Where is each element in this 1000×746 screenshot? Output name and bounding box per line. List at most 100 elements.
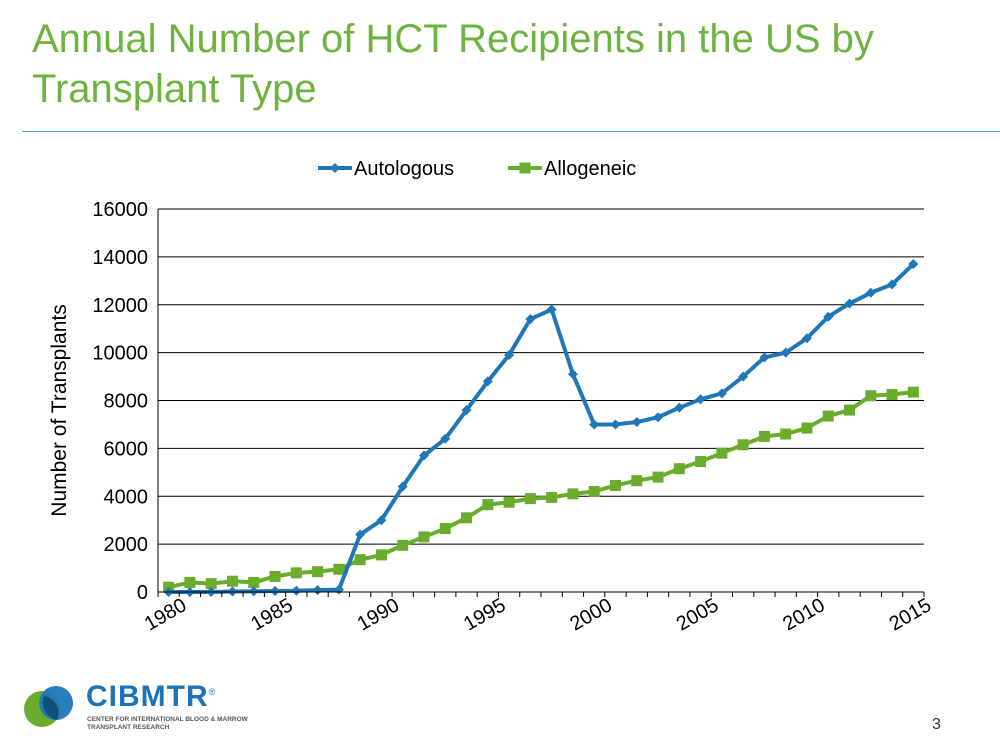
data-point-autologous <box>525 314 536 325</box>
y-tick-label: 16000 <box>92 199 148 221</box>
cibmtr-logo-mark <box>24 686 73 727</box>
series-autologous <box>163 259 919 597</box>
data-point-allogeneic <box>397 539 409 551</box>
legend: Autologous Allogeneic <box>318 158 636 180</box>
data-point-autologous <box>589 419 600 430</box>
data-point-allogeneic <box>822 410 834 422</box>
logo-subtitle: CENTER FOR INTERNATIONAL BLOOD & MARROW … <box>87 716 248 731</box>
x-tick-label: 2005 <box>673 594 723 635</box>
data-point-autologous <box>333 584 344 595</box>
title-divider <box>22 131 1000 132</box>
data-point-autologous <box>801 333 812 344</box>
data-point-allogeneic <box>354 554 366 566</box>
data-point-autologous <box>823 311 834 322</box>
slide-title: Annual Number of HCT Recipients in the U… <box>32 17 874 111</box>
x-tick-label: 1990 <box>354 594 404 635</box>
data-point-autologous <box>461 405 472 416</box>
y-tick-label: 12000 <box>92 295 148 317</box>
data-point-autologous <box>759 352 770 363</box>
data-point-allogeneic <box>844 404 856 416</box>
data-point-autologous <box>270 586 281 597</box>
data-point-autologous <box>610 419 621 430</box>
data-point-allogeneic <box>609 479 621 491</box>
data-point-autologous <box>738 371 749 382</box>
data-point-autologous <box>695 394 706 405</box>
legend-label: Autologous <box>354 158 454 180</box>
data-point-allogeneic <box>333 563 345 575</box>
data-point-allogeneic <box>716 447 728 459</box>
series-allogeneic <box>163 386 919 593</box>
data-point-autologous <box>440 433 451 444</box>
data-point-allogeneic <box>865 390 877 402</box>
data-point-allogeneic <box>482 499 494 511</box>
data-point-allogeneic <box>546 491 558 503</box>
data-point-allogeneic <box>567 488 579 500</box>
data-point-allogeneic <box>652 471 664 483</box>
data-point-autologous <box>631 417 642 428</box>
data-point-autologous <box>716 388 727 399</box>
data-point-autologous <box>844 298 855 309</box>
data-point-allogeneic <box>503 496 515 508</box>
data-point-allogeneic <box>886 389 898 401</box>
y-tick-label: 4000 <box>104 486 149 508</box>
data-point-allogeneic <box>439 523 451 535</box>
legend-item-autologous: Autologous <box>318 158 454 180</box>
data-point-allogeneic <box>524 493 536 505</box>
legend-label: Allogeneic <box>544 158 636 180</box>
data-point-autologous <box>546 304 557 315</box>
data-point-allogeneic <box>226 575 238 587</box>
data-point-autologous <box>674 402 685 413</box>
data-point-autologous <box>887 279 898 290</box>
data-point-autologous <box>397 481 408 492</box>
data-point-allogeneic <box>588 485 600 497</box>
y-tick-label: 14000 <box>92 247 148 269</box>
series-line-allogeneic <box>168 390 914 590</box>
x-tick-label: 2000 <box>566 594 616 635</box>
data-point-autologous <box>312 585 323 596</box>
axis-layer: 0 2000 4000 6000 8000 10000 12000 14000 16000 198… <box>48 199 935 635</box>
data-point-autologous <box>376 515 387 526</box>
data-point-autologous <box>567 369 578 380</box>
grid-layer <box>158 208 924 593</box>
hct-line-chart: 0 2000 4000 6000 8000 10000 12000 14000 16000 198… <box>48 158 935 635</box>
data-point-allogeneic <box>184 576 196 588</box>
data-point-autologous <box>248 586 259 597</box>
data-point-allogeneic <box>290 567 302 579</box>
data-point-allogeneic <box>737 439 749 451</box>
data-point-allogeneic <box>780 428 792 440</box>
x-tick-label: 1995 <box>460 594 510 635</box>
y-tick-label: 8000 <box>104 391 149 413</box>
data-point-autologous <box>418 450 429 461</box>
data-point-autologous <box>291 585 302 596</box>
data-point-allogeneic <box>673 463 685 475</box>
legend-item-allogeneic: Allogeneic <box>508 158 636 180</box>
data-point-autologous <box>865 287 876 298</box>
y-axis-title: Number of Transplants <box>48 304 71 516</box>
data-point-autologous <box>653 412 664 423</box>
data-point-allogeneic <box>758 430 770 442</box>
data-point-allogeneic <box>461 512 473 524</box>
data-point-allogeneic <box>269 570 281 582</box>
data-point-allogeneic <box>248 576 260 588</box>
x-tick-label: 2010 <box>779 594 829 635</box>
x-tick-label: 2015 <box>886 594 936 635</box>
data-point-allogeneic <box>312 566 324 578</box>
data-point-autologous <box>780 347 791 358</box>
data-point-allogeneic <box>801 422 813 434</box>
data-point-allogeneic <box>519 162 531 174</box>
cibmtr-logo: CIBMTR® CENTER FOR INTERNATIONAL BLOOD &… <box>20 676 250 736</box>
data-point-autologous <box>330 163 340 173</box>
data-point-allogeneic <box>418 531 430 543</box>
data-point-allogeneic <box>205 578 217 590</box>
data-point-autologous <box>482 376 493 387</box>
page-number: 3 <box>932 716 941 733</box>
y-tick-label: 10000 <box>92 343 148 365</box>
data-point-autologous <box>908 259 919 270</box>
x-tick-label: 1985 <box>247 594 297 635</box>
y-tick-label: 0 <box>137 582 148 604</box>
y-tick-label: 2000 <box>104 534 149 556</box>
data-point-autologous <box>355 529 366 540</box>
logo-name: CIBMTR® <box>86 680 217 713</box>
y-tick-label: 6000 <box>104 438 149 460</box>
data-point-allogeneic <box>695 456 707 468</box>
